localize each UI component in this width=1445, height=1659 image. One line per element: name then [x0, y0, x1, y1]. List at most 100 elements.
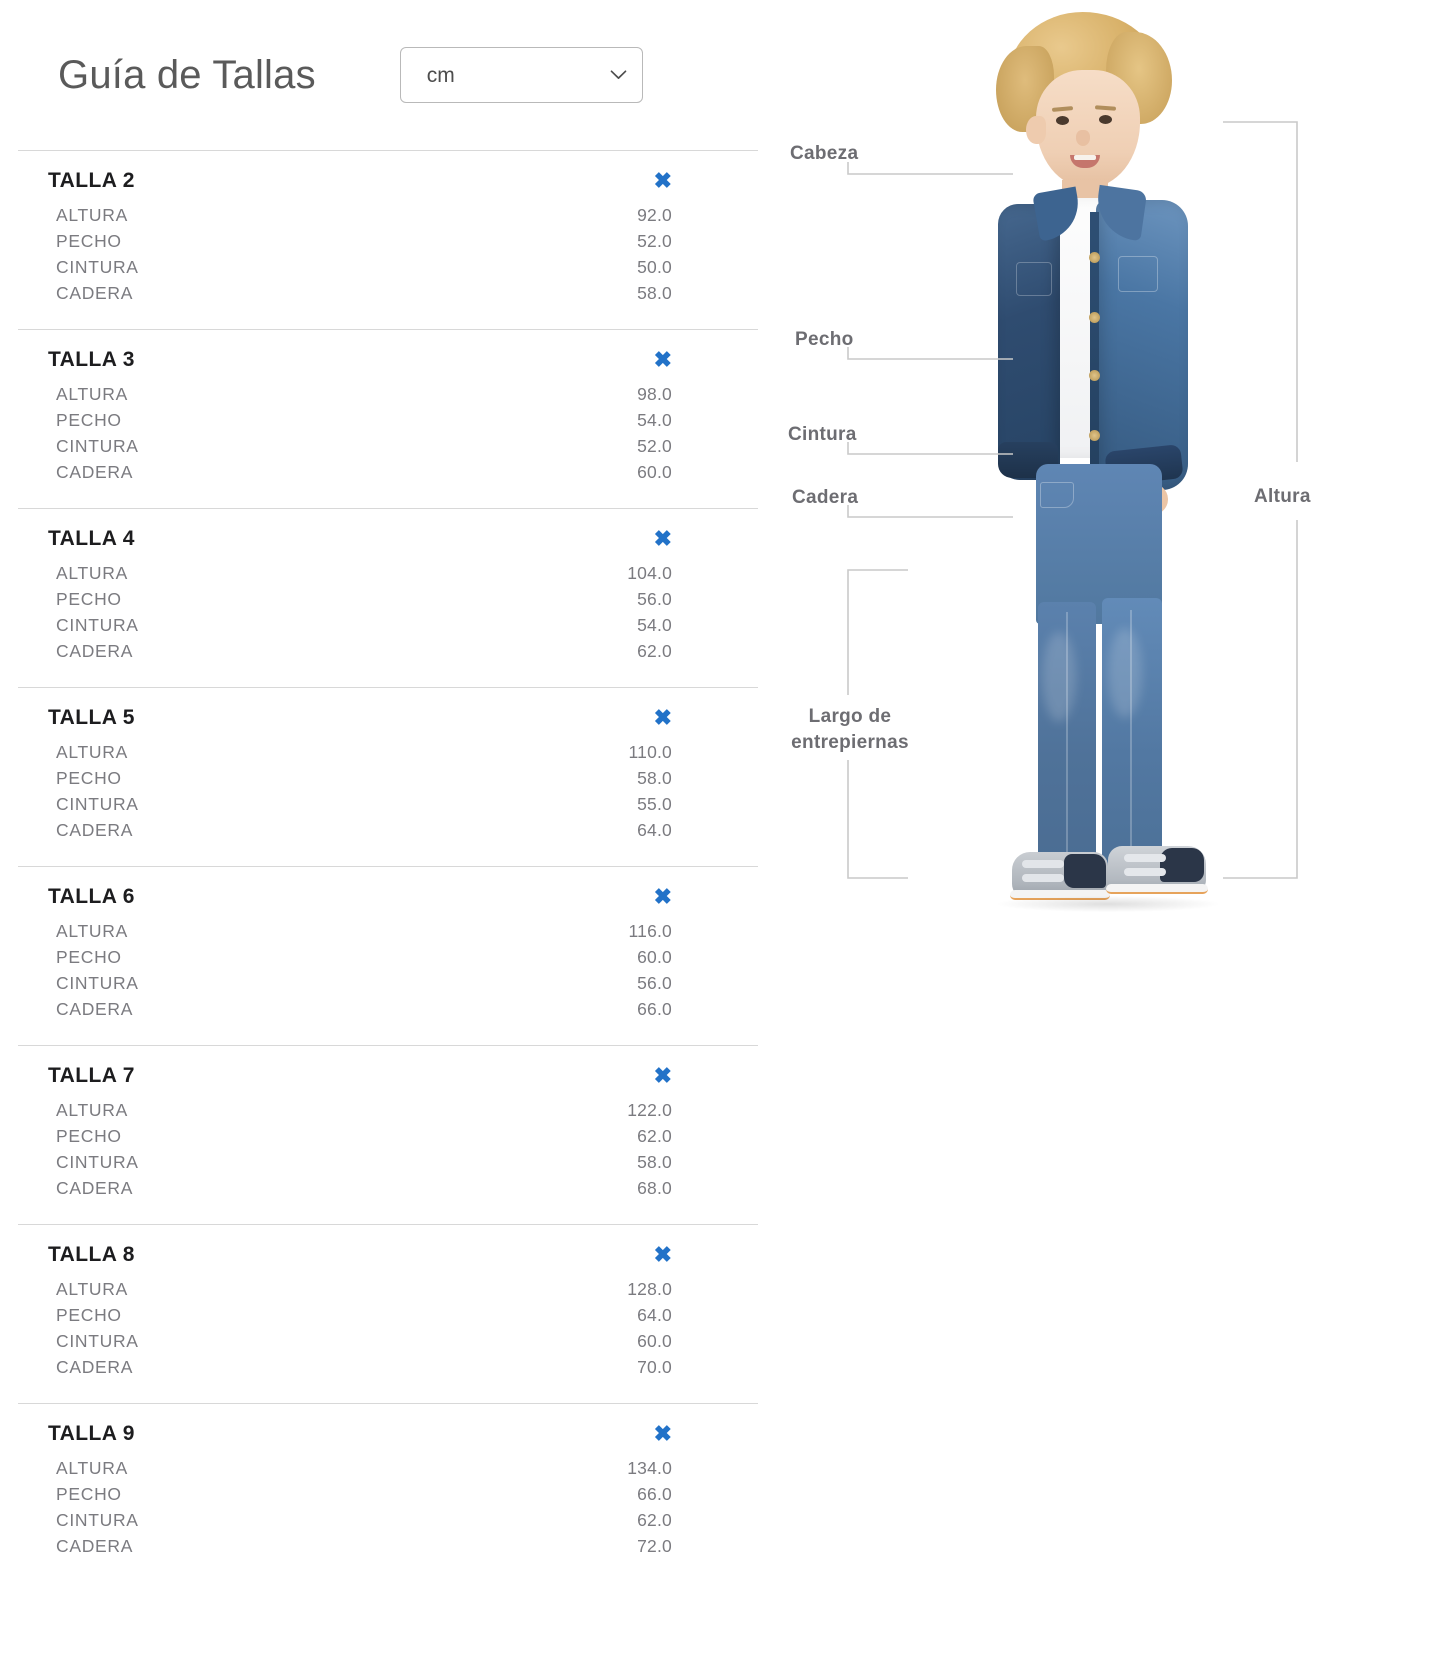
table-row: CADERA 66.0 — [56, 999, 672, 1025]
measure-label: CINTURA — [56, 1331, 139, 1351]
table-row: CINTURA 55.0 — [56, 794, 672, 820]
jeans-leg-right-shape — [1102, 598, 1162, 882]
close-icon[interactable]: ✖ — [653, 884, 672, 909]
measure-label: PECHO — [56, 589, 122, 609]
diagram-label-entrepiernas-line2: entrepiernas — [791, 732, 909, 753]
table-row: CINTURA 52.0 — [56, 436, 672, 462]
measure-value: 122.0 — [627, 1100, 672, 1120]
measure-table: ALTURA 134.0 PECHO 66.0 CINTURA 62.0 CADERA 72.… — [18, 1454, 758, 1582]
size-header-row[interactable]: TALLA 8 ✖ — [18, 1225, 758, 1275]
measure-value: 56.0 — [637, 973, 672, 993]
size-block: TALLA 3 ✖ ALTURA 98.0 PECHO 54.0 CINTURA 52.0 CA… — [18, 329, 758, 508]
leader-line-cadera — [847, 505, 1013, 518]
close-icon[interactable]: ✖ — [653, 168, 672, 193]
shoe-left-heel-shape — [1064, 854, 1106, 888]
table-row: CINTURA 58.0 — [56, 1152, 672, 1178]
shoe-right-heel-shape — [1160, 848, 1204, 882]
size-header-row[interactable]: TALLA 3 ✖ — [18, 330, 758, 380]
size-header-row[interactable]: TALLA 2 ✖ — [18, 151, 758, 201]
eye-right-shape — [1099, 115, 1112, 124]
measure-label: CINTURA — [56, 1510, 139, 1530]
size-list: TALLA 2 ✖ ALTURA 92.0 PECHO 52.0 CINTURA 50.0 CA… — [18, 150, 758, 1582]
size-header-row[interactable]: TALLA 9 ✖ — [18, 1404, 758, 1454]
shoe-right-strap-2-shape — [1124, 868, 1166, 876]
size-header-row[interactable]: TALLA 5 ✖ — [18, 688, 758, 738]
measure-label: ALTURA — [56, 563, 128, 583]
table-row: PECHO 56.0 — [56, 589, 672, 615]
jacket-button-2-shape — [1089, 312, 1100, 323]
table-row: CADERA 64.0 — [56, 820, 672, 846]
jeans-hip-shape — [1036, 464, 1162, 624]
ground-shadow-shape — [998, 896, 1218, 912]
jeans-seam-left-shape — [1066, 612, 1068, 862]
size-header-row[interactable]: TALLA 7 ✖ — [18, 1046, 758, 1096]
table-row: PECHO 64.0 — [56, 1305, 672, 1331]
measure-value: 66.0 — [637, 1484, 672, 1504]
measure-value: 64.0 — [637, 820, 672, 840]
measure-value: 110.0 — [628, 742, 672, 762]
close-icon[interactable]: ✖ — [653, 347, 672, 372]
measure-label: ALTURA — [56, 205, 128, 225]
measure-value: 54.0 — [637, 410, 672, 430]
measure-label: CADERA — [56, 1178, 134, 1198]
measure-label: ALTURA — [56, 384, 128, 404]
close-icon[interactable]: ✖ — [653, 705, 672, 730]
measure-value: 56.0 — [637, 589, 672, 609]
leader-line-entrepiernas-top — [847, 569, 908, 695]
size-block: TALLA 7 ✖ ALTURA 122.0 PECHO 62.0 CINTURA 58.0 C… — [18, 1045, 758, 1224]
measure-value: 98.0 — [637, 384, 672, 404]
size-header-row[interactable]: TALLA 4 ✖ — [18, 509, 758, 559]
measure-value: 58.0 — [637, 283, 672, 303]
leader-line-cabeza — [847, 162, 1013, 175]
table-row: PECHO 60.0 — [56, 947, 672, 973]
nose-shape — [1076, 130, 1090, 146]
table-row: ALTURA 134.0 — [56, 1458, 672, 1484]
measure-value: 104.0 — [627, 563, 672, 583]
measure-label: PECHO — [56, 410, 122, 430]
size-name-label: TALLA 2 — [48, 169, 135, 192]
measure-label: PECHO — [56, 768, 122, 788]
table-row: ALTURA 116.0 — [56, 921, 672, 947]
table-row: CADERA 68.0 — [56, 1178, 672, 1204]
measure-value: 60.0 — [637, 947, 672, 967]
close-icon[interactable]: ✖ — [653, 526, 672, 551]
measure-label: CINTURA — [56, 257, 139, 277]
diagram-label-altura: Altura — [1254, 486, 1311, 507]
close-icon[interactable]: ✖ — [653, 1421, 672, 1446]
table-row: CADERA 58.0 — [56, 283, 672, 309]
ear-shape — [1026, 116, 1046, 144]
unit-select[interactable]: cmin — [399, 47, 643, 103]
jeans-pocket-shape — [1040, 482, 1074, 508]
table-row: PECHO 52.0 — [56, 231, 672, 257]
close-icon[interactable]: ✖ — [653, 1063, 672, 1088]
measure-value: 62.0 — [637, 1510, 672, 1530]
measure-value: 64.0 — [637, 1305, 672, 1325]
measure-value: 66.0 — [637, 999, 672, 1019]
measure-value: 62.0 — [637, 641, 672, 661]
measure-value: 70.0 — [637, 1357, 672, 1377]
measure-label: PECHO — [56, 1484, 122, 1504]
measure-value: 55.0 — [637, 794, 672, 814]
jacket-placket-shape — [1090, 212, 1099, 482]
shoe-left-strap-1-shape — [1022, 860, 1064, 868]
size-block: TALLA 4 ✖ ALTURA 104.0 PECHO 56.0 CINTURA 54.0 C… — [18, 508, 758, 687]
face-shape — [1036, 70, 1140, 188]
table-row: PECHO 54.0 — [56, 410, 672, 436]
size-header-row[interactable]: TALLA 6 ✖ — [18, 867, 758, 917]
size-block: TALLA 2 ✖ ALTURA 92.0 PECHO 52.0 CINTURA 50.0 CA… — [18, 150, 758, 329]
measure-label: PECHO — [56, 231, 122, 251]
measure-value: 58.0 — [637, 768, 672, 788]
table-row: ALTURA 92.0 — [56, 205, 672, 231]
size-name-label: TALLA 5 — [48, 706, 135, 729]
table-row: ALTURA 122.0 — [56, 1100, 672, 1126]
measure-label: ALTURA — [56, 1458, 128, 1478]
measure-label: CADERA — [56, 1357, 134, 1377]
eye-left-shape — [1056, 116, 1069, 125]
jeans-seam-right-shape — [1130, 610, 1132, 860]
size-name-label: TALLA 3 — [48, 348, 135, 371]
measure-table: ALTURA 98.0 PECHO 54.0 CINTURA 52.0 CADERA 60.0 — [18, 380, 758, 508]
jacket-button-3-shape — [1089, 370, 1100, 381]
close-icon[interactable]: ✖ — [653, 1242, 672, 1267]
size-block: TALLA 6 ✖ ALTURA 116.0 PECHO 60.0 CINTURA 56.0 C… — [18, 866, 758, 1045]
jeans-leg-left-shape — [1038, 602, 1096, 882]
